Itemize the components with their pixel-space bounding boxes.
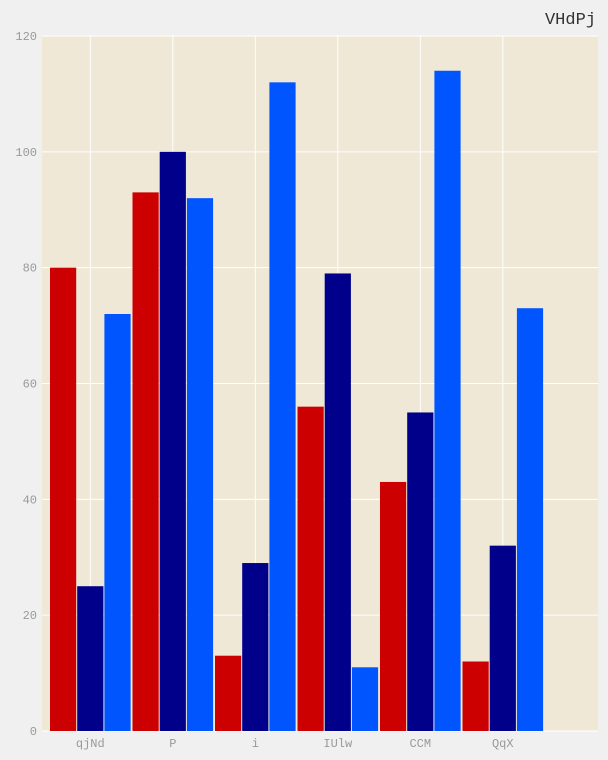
bar	[159, 151, 186, 732]
bars	[50, 70, 544, 732]
bar	[351, 667, 379, 731]
x-tick-label: QqX	[492, 737, 514, 751]
bar	[380, 481, 407, 731]
bar	[50, 267, 77, 731]
x-tick-label: i	[252, 737, 259, 751]
y-tick-label: 0	[30, 725, 37, 739]
bar	[462, 661, 489, 731]
y-tick-label: 20	[23, 609, 37, 623]
bar	[407, 412, 434, 731]
x-tick-label: CCM	[409, 737, 431, 751]
y-tick-label: 60	[23, 378, 37, 392]
x-tick-label: qjNd	[76, 737, 105, 751]
y-axis-ticks: 0 20 40 60 80 100 120	[15, 30, 37, 739]
bar	[132, 192, 159, 731]
chart-title: VHdPj	[545, 11, 596, 30]
x-tick-label: P	[169, 737, 176, 751]
bar	[104, 314, 131, 731]
bar	[242, 563, 269, 731]
y-tick-label: 100	[15, 146, 37, 160]
bar	[77, 586, 104, 731]
y-tick-label: 80	[23, 262, 37, 276]
bar	[215, 655, 242, 731]
bar	[269, 82, 296, 732]
y-tick-label: 120	[15, 30, 37, 44]
bar	[186, 198, 214, 731]
bar	[489, 545, 516, 731]
bar	[516, 308, 544, 731]
bar	[434, 70, 461, 731]
y-tick-label: 40	[23, 493, 37, 507]
x-tick-label: IUlw	[323, 737, 353, 751]
bar	[324, 273, 351, 731]
bar	[297, 406, 324, 731]
